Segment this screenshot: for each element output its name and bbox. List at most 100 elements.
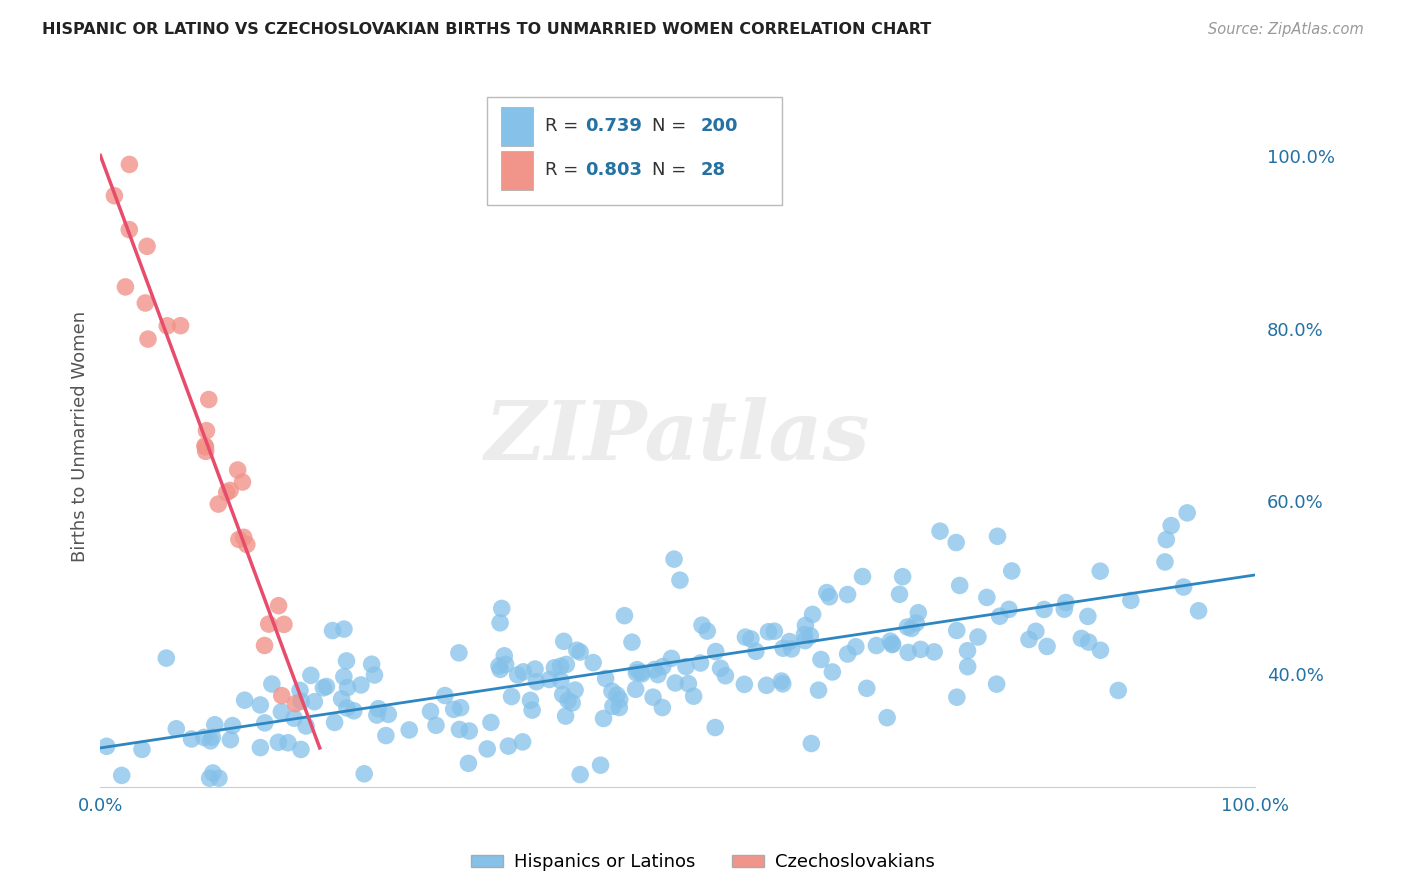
Point <box>1173 580 1195 594</box>
Point <box>520 703 543 717</box>
Point <box>880 638 903 652</box>
Point <box>1053 602 1076 616</box>
Point <box>780 641 803 656</box>
Point <box>900 622 922 636</box>
Point <box>519 693 541 707</box>
Text: ZIPatlas: ZIPatlas <box>485 397 870 476</box>
Point <box>745 644 768 658</box>
Point <box>360 657 382 672</box>
Point <box>696 624 718 639</box>
Point <box>589 758 612 772</box>
Text: 0.803: 0.803 <box>585 161 643 179</box>
Point <box>494 648 516 663</box>
Point <box>772 641 794 656</box>
Point <box>219 483 242 498</box>
Point <box>204 717 226 731</box>
Point <box>607 700 630 714</box>
Point <box>374 729 396 743</box>
Point <box>290 694 312 708</box>
Point <box>363 668 385 682</box>
Point <box>845 640 868 654</box>
Point <box>277 736 299 750</box>
Point <box>103 188 125 202</box>
Point <box>988 609 1011 624</box>
Text: R =: R = <box>546 117 583 136</box>
Point <box>631 666 654 681</box>
Point <box>249 740 271 755</box>
Point <box>228 533 250 547</box>
Point <box>457 756 479 771</box>
Point <box>770 674 793 689</box>
Point <box>807 683 830 698</box>
Point <box>704 721 727 735</box>
Point <box>569 645 592 659</box>
Point <box>929 524 952 538</box>
Point <box>661 651 683 665</box>
Point <box>267 599 290 613</box>
Point <box>398 723 420 737</box>
Point <box>1033 602 1056 616</box>
FancyBboxPatch shape <box>501 107 533 145</box>
FancyBboxPatch shape <box>486 97 782 205</box>
Point <box>512 665 534 679</box>
Point <box>195 424 218 438</box>
Point <box>986 529 1008 543</box>
Point <box>283 711 305 725</box>
Point <box>651 659 673 673</box>
Point <box>763 624 786 639</box>
Point <box>219 732 242 747</box>
Point <box>201 766 224 780</box>
Point <box>709 661 731 675</box>
Point <box>555 657 578 672</box>
Point <box>489 662 512 676</box>
Point <box>1175 506 1198 520</box>
Point <box>624 682 647 697</box>
Point <box>1054 595 1077 609</box>
Point <box>193 731 215 745</box>
Point <box>118 222 141 236</box>
Point <box>879 634 901 648</box>
Point <box>778 634 800 648</box>
Point <box>678 676 700 690</box>
Point <box>606 688 628 702</box>
Point <box>114 280 136 294</box>
Point <box>221 718 243 732</box>
Point <box>336 701 359 715</box>
Point <box>288 683 311 698</box>
Point <box>343 704 366 718</box>
Point <box>1025 624 1047 639</box>
Point <box>595 672 617 686</box>
Point <box>524 662 547 676</box>
Point <box>1119 593 1142 607</box>
Point <box>551 688 574 702</box>
Point <box>565 643 588 657</box>
Point <box>136 332 159 346</box>
Point <box>350 678 373 692</box>
Point <box>353 766 375 780</box>
Point <box>600 684 623 698</box>
Point <box>169 318 191 333</box>
Point <box>201 731 224 745</box>
Point <box>733 677 755 691</box>
Point <box>111 768 134 782</box>
Point <box>207 497 229 511</box>
Point <box>851 569 873 583</box>
Legend: Hispanics or Latinos, Czechoslovakians: Hispanics or Latinos, Czechoslovakians <box>464 847 942 879</box>
Point <box>118 157 141 171</box>
Point <box>794 618 817 632</box>
Point <box>837 647 859 661</box>
Point <box>550 673 572 688</box>
Point <box>662 552 685 566</box>
Point <box>253 639 276 653</box>
Point <box>198 771 221 785</box>
Point <box>897 645 920 659</box>
Point <box>651 700 673 714</box>
Point <box>273 617 295 632</box>
Point <box>630 665 652 680</box>
Text: HISPANIC OR LATINO VS CZECHOSLOVAKIAN BIRTHS TO UNMARRIED WOMEN CORRELATION CHAR: HISPANIC OR LATINO VS CZECHOSLOVAKIAN BI… <box>42 22 931 37</box>
Point <box>643 663 665 677</box>
Point <box>194 444 217 458</box>
Point <box>165 722 187 736</box>
Point <box>336 681 359 695</box>
Point <box>335 654 357 668</box>
